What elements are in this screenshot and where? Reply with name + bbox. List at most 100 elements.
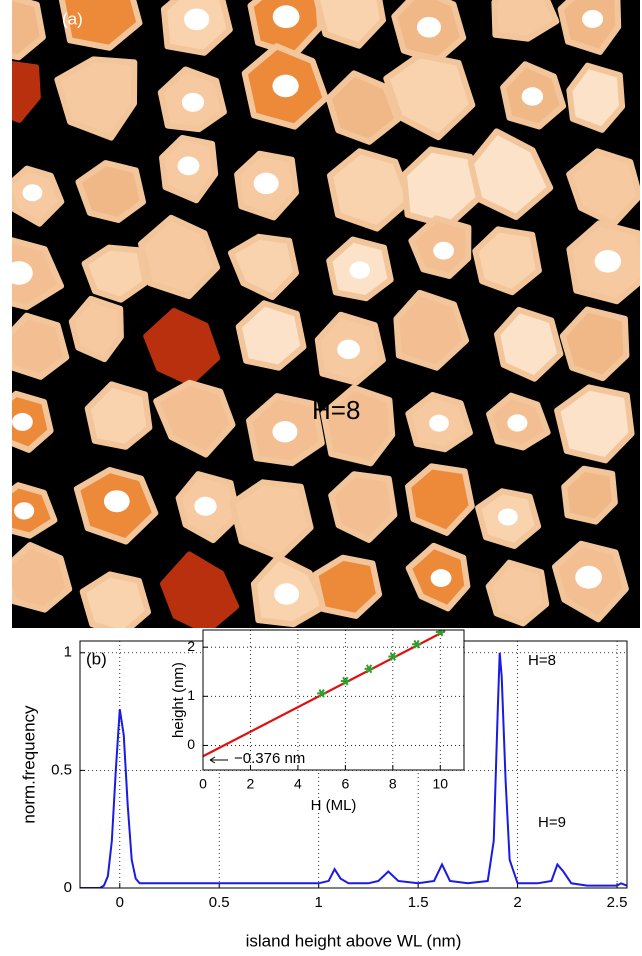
data-point [412,639,422,649]
island-top [274,583,300,605]
marker-stroke [365,664,373,674]
axes-box [202,629,465,771]
island [84,381,153,450]
island [467,128,554,220]
x-axis-label: island height above WL (nm) [246,931,462,950]
island [138,214,221,300]
islands [12,0,640,628]
island-top [22,184,43,202]
island [325,70,401,145]
island [491,0,560,42]
island [485,559,550,627]
annotation: −0.376 nm [234,750,305,767]
island-top [177,156,200,176]
island-top [416,16,442,38]
island-top [430,569,452,587]
y-tick-label: 0.5 [51,761,72,778]
x-tick-label: 0 [199,776,207,792]
y-axis-label: height (nm) [170,662,187,738]
island [494,306,564,382]
island [153,379,236,458]
island [81,244,149,303]
island-top [497,508,518,526]
annotation: H=9 [538,814,566,831]
x-tick-label: 6 [341,776,349,792]
x-tick-label: 2.5 [607,894,628,911]
island-top [184,8,210,31]
island [566,148,640,227]
island [79,571,151,628]
x-tick-label: 1.5 [408,894,429,911]
island [12,312,70,380]
image-annotation: H=8 [312,395,360,425]
data-line [80,652,627,888]
island-top [433,241,455,260]
y-tick-label: 2 [187,638,195,654]
island-top [521,87,544,106]
marks [80,652,627,888]
y-tick-label: 0 [187,736,195,752]
island [393,289,469,371]
island [54,56,138,141]
island [68,295,124,363]
island-top [181,92,205,112]
island-top [272,74,299,98]
x-tick-label: 8 [389,776,397,792]
island [313,0,386,49]
island [383,52,476,141]
island [559,306,630,382]
island [566,62,626,133]
marker-stroke [389,652,396,661]
y-tick-label: 1 [187,687,195,703]
island-top [507,414,528,432]
x-tick-label: 10 [432,776,448,792]
island-top [349,261,371,279]
x-axis-label: H (ML) [311,797,357,814]
island-top [594,249,622,273]
island-top [14,502,35,520]
y-tick-label: 0 [64,879,72,896]
x-tick-label: 2 [247,776,255,792]
island [320,384,396,467]
island [12,61,41,123]
island-top [12,413,33,431]
island-top [582,9,604,28]
island-top [272,421,298,443]
plot-area [203,630,464,770]
inset: 0 2 4 6 8 10 0 1 2 −0.376 nm H (ML) height (nm) [170,629,465,814]
island [312,554,383,619]
x-tick-label: 0.5 [209,894,230,911]
island [160,551,240,628]
island [58,0,143,51]
annotation: H=8 [528,652,556,669]
marks [203,630,446,758]
main-plot: 0 0.5 1 1.5 2 2.5 0 0.5 1 (b) H=8 H=9 island height … [19,640,628,950]
plots: 0 0.5 1 1.5 2 2.5 0 0.5 1 (b) H=8 H=9 island height … [19,629,628,950]
data-point [435,630,445,637]
island [12,0,46,61]
island-top [429,414,449,432]
island [12,542,73,613]
panel-label: (b) [86,649,107,668]
island [405,463,475,536]
y-tick-label: 1 [64,644,72,661]
island-top [575,565,602,589]
data-point [388,652,398,661]
x-tick-label: 2 [513,894,521,911]
island [554,384,635,464]
data-point [364,664,374,674]
island [235,300,307,371]
island-top [103,490,130,513]
data-point [340,676,350,686]
island [327,148,413,232]
island-top [12,261,33,285]
x-tick-label: 1 [315,894,323,911]
arrow-head [209,756,216,764]
island [12,237,64,311]
island-top [337,339,360,360]
data-point [317,688,327,698]
x-tick-label: 4 [294,776,302,792]
island [561,465,618,525]
